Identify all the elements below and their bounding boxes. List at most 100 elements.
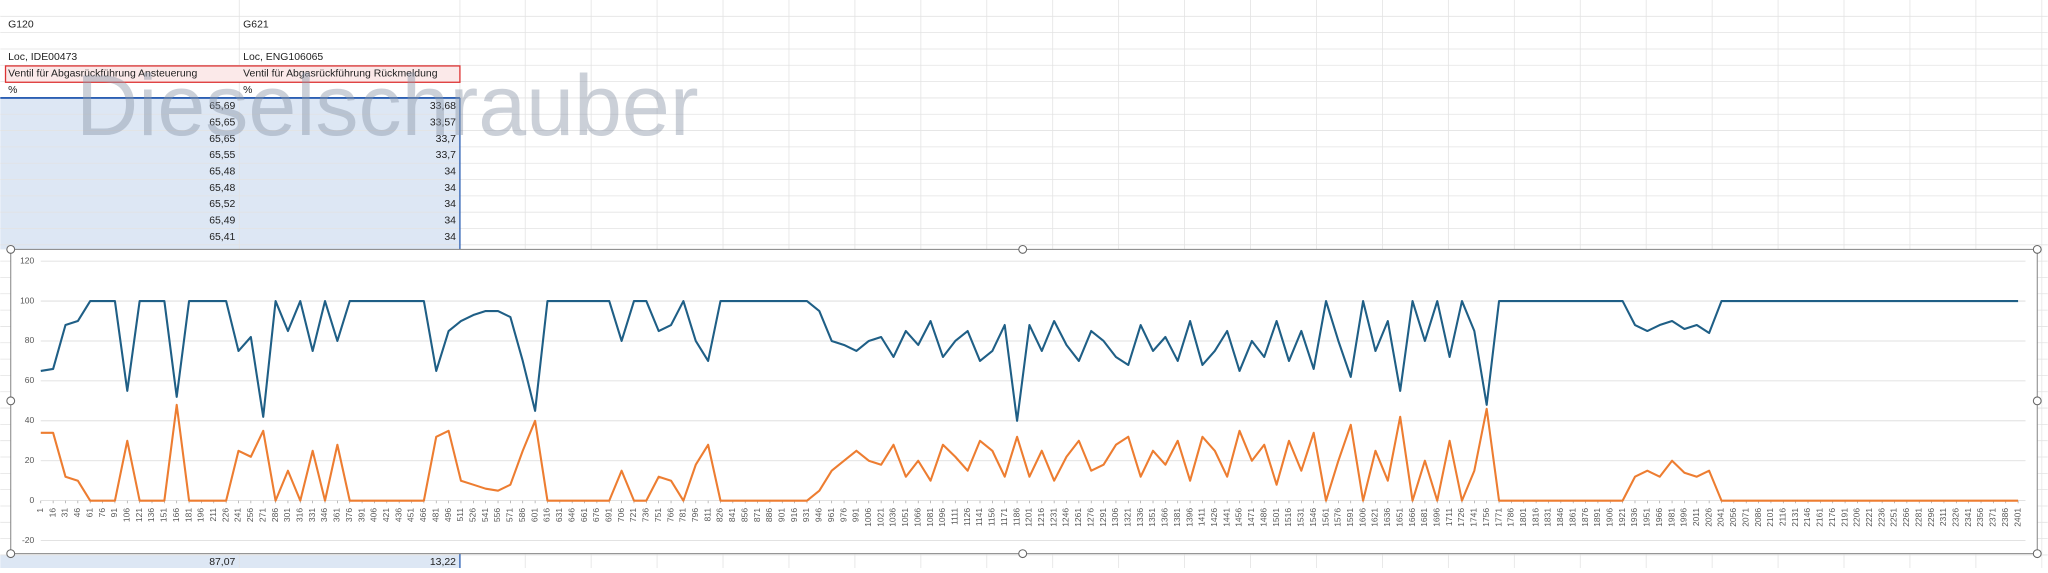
x-tick-label: 1486 — [1258, 508, 1268, 527]
x-tick-label: 2251 — [1889, 508, 1899, 527]
series-line — [40, 300, 2019, 422]
x-tick-label: 16 — [47, 508, 57, 518]
x-tick-label: 481 — [430, 508, 440, 522]
handle[interactable] — [1018, 549, 1028, 559]
cell: 34 — [444, 199, 456, 210]
handle[interactable] — [2032, 396, 2042, 406]
x-tick-label: 1186 — [1011, 508, 1021, 527]
cell: 33,57 — [430, 118, 456, 129]
chart-frame[interactable] — [10, 248, 2038, 555]
selected-header[interactable] — [4, 65, 461, 83]
resize-handles — [6, 244, 2042, 559]
x-tick-label: 1471 — [1246, 508, 1256, 527]
x-tick-label: 1036 — [888, 508, 898, 527]
cell: 34 — [444, 166, 456, 177]
x-tick-label: 2041 — [1716, 508, 1726, 527]
handle[interactable] — [6, 244, 16, 254]
x-tick-label: 931 — [801, 508, 811, 522]
x-tick-label: 1 — [35, 508, 45, 513]
x-tick-label: 841 — [727, 508, 737, 522]
x-tick-label: 1891 — [1592, 508, 1602, 527]
x-tick-label: 391 — [356, 508, 366, 522]
y-tick-label: 120 — [20, 255, 34, 265]
x-tick-label: 946 — [814, 508, 824, 522]
x-tick-label: 2071 — [1740, 508, 1750, 527]
x-tick-label: 1291 — [1098, 508, 1108, 527]
cell: % — [8, 85, 17, 96]
x-tick-label: 1246 — [1061, 508, 1071, 527]
x-tick-label: 1141 — [974, 508, 984, 527]
x-tick-label: 766 — [665, 508, 675, 522]
x-tick-label: 976 — [838, 508, 848, 522]
x-tick-label: 286 — [270, 508, 280, 522]
x-tick-label: 2101 — [1765, 508, 1775, 527]
x-tick-label: 2236 — [1876, 508, 1886, 527]
x-tick-label: 1381 — [1172, 508, 1182, 527]
cell: Loc, ENG106065 — [243, 52, 323, 63]
x-tick-label: 916 — [789, 508, 799, 522]
cell: % — [243, 85, 252, 96]
x-tick-label: 2401 — [2012, 508, 2022, 527]
x-tick-label: 616 — [542, 508, 552, 522]
x-tick-label: 271 — [257, 508, 267, 522]
x-tick-label: 1516 — [1283, 508, 1293, 527]
x-tick-label: 2356 — [1975, 508, 1985, 527]
x-tick-label: 451 — [406, 508, 416, 522]
x-tick-label: 886 — [764, 508, 774, 522]
watermark: Dieselschrauber — [76, 58, 699, 154]
x-tick-label: 1441 — [1221, 508, 1231, 527]
x-tick-label: 376 — [344, 508, 354, 522]
handle[interactable] — [2032, 244, 2042, 254]
cell: Ventil für Abgasrückführung Ansteuerung — [8, 69, 197, 80]
x-tick-label: 1081 — [925, 508, 935, 527]
x-tick-label: 586 — [517, 508, 527, 522]
x-tick-label: 2086 — [1753, 508, 1763, 527]
cell: 65,48 — [209, 183, 235, 194]
x-tick-label: 2116 — [1778, 508, 1788, 527]
x-tick-label: 1831 — [1543, 508, 1553, 527]
handle[interactable] — [6, 396, 16, 406]
x-tick-label: 61 — [84, 508, 94, 518]
x-tick-label: 466 — [418, 508, 428, 522]
x-tick-label: 121 — [134, 508, 144, 522]
cell: Ventil für Abgasrückführung Rückmeldung — [243, 69, 438, 80]
x-tick-label: 1321 — [1123, 508, 1133, 527]
cell: Loc, IDE00473 — [8, 52, 77, 63]
cell: 65,55 — [209, 150, 235, 161]
x-tick-label: 871 — [752, 508, 762, 522]
x-tick-label: 991 — [851, 508, 861, 522]
x-tick-label: 721 — [628, 508, 638, 522]
x-tick-label: 1066 — [912, 508, 922, 527]
x-tick-label: 1411 — [1197, 508, 1207, 527]
x-tick-label: 1006 — [863, 508, 873, 527]
x-tick-label: 1636 — [1382, 508, 1392, 527]
x-tick-label: 1336 — [1135, 508, 1145, 527]
cell: 65,65 — [209, 134, 235, 145]
cell: 13,22 — [430, 557, 456, 568]
x-tick-label: 961 — [826, 508, 836, 522]
x-tick-label: 631 — [554, 508, 564, 522]
x-tick-label: 361 — [332, 508, 342, 522]
x-tick-label: 331 — [307, 508, 317, 522]
x-tick-label: 526 — [468, 508, 478, 522]
x-tick-label: 1981 — [1666, 508, 1676, 527]
selection — [0, 554, 460, 568]
cell: 65,65 — [209, 118, 235, 129]
x-tick-label: 1741 — [1469, 508, 1479, 527]
handle[interactable] — [2032, 549, 2042, 559]
x-tick-label: 601 — [529, 508, 539, 522]
x-tick-label: 1861 — [1567, 508, 1577, 527]
x-tick-label: 751 — [653, 508, 663, 522]
y-tick-label: 80 — [25, 335, 35, 345]
x-tick-label: 196 — [196, 508, 206, 522]
handle[interactable] — [1018, 244, 1028, 254]
handle[interactable] — [6, 549, 16, 559]
x-tick-label: 811 — [702, 508, 712, 522]
x-tick-label: 406 — [369, 508, 379, 522]
x-tick-label: 1711 — [1444, 508, 1454, 527]
x-tick-label: 646 — [566, 508, 576, 522]
x-tick-label: 1276 — [1085, 508, 1095, 527]
x-tick-label: 1051 — [900, 508, 910, 527]
x-tick-label: 1606 — [1357, 508, 1367, 527]
x-tick-label: 1366 — [1160, 508, 1170, 527]
